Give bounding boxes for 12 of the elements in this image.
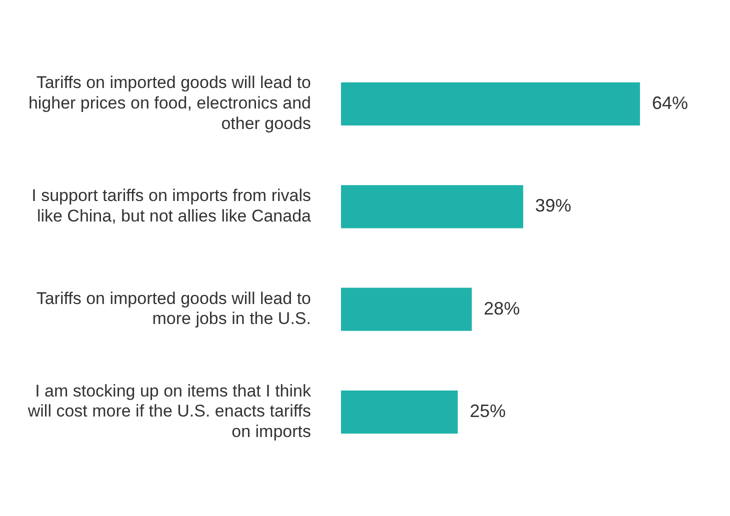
bar	[341, 185, 524, 228]
y-tick-label: Tariffs on imported goods will lead to more jobs in the U.S.	[36, 288, 311, 328]
data-label: 64%	[652, 92, 688, 113]
data-label: 28%	[484, 298, 520, 318]
y-tick-label: I am stocking up on items that I think will cost more if the U.S. enacts tariffs on imports	[26, 381, 312, 442]
bar	[341, 82, 640, 126]
data-label: 39%	[535, 196, 572, 216]
y-tick-label: I support tariffs on imports from rivals like China, but not allies like Canada	[32, 186, 312, 226]
y-tick-label: Tariffs on imported goods will lead to higher prices on food, electronics and other goods	[28, 73, 311, 134]
data-label: 25%	[470, 401, 506, 422]
bar	[341, 390, 458, 434]
bar	[341, 288, 472, 331]
